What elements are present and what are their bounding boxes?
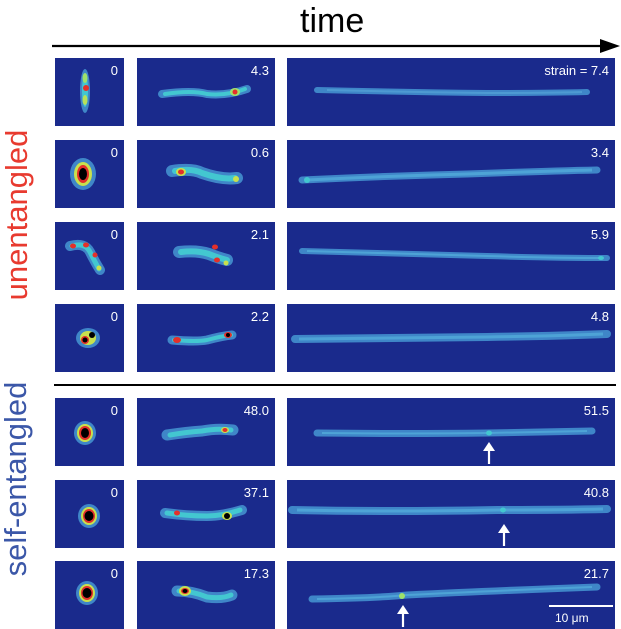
panel-r3-c2: 2.1	[137, 222, 275, 290]
panel-r5-c2: 48.0	[137, 398, 275, 466]
panel-r1-c1: 0	[55, 58, 124, 126]
time-value: 40.8	[583, 485, 609, 500]
time-value: 4.3	[250, 63, 269, 78]
panel-r4-c3: 4.8	[287, 304, 615, 372]
panel-r3-c3: 5.9	[287, 222, 615, 290]
entanglement-arrow-icon	[397, 605, 409, 627]
time-value: 17.3	[243, 566, 269, 581]
time-value: 2.1	[250, 227, 269, 242]
time-value: 0	[110, 566, 118, 581]
panel-r7-c3: 21.7	[287, 561, 615, 629]
panel-r3-c1: 0	[55, 222, 124, 290]
time-value: 0	[110, 403, 118, 418]
time-value: 5.9	[590, 227, 609, 242]
entanglement-arrow-icon	[483, 442, 495, 464]
time-arrow	[52, 39, 620, 53]
scale-bar-label: 10 μm	[555, 611, 589, 625]
panel-r2-c1: 0	[55, 140, 124, 208]
group-divider	[54, 384, 616, 386]
time-value: 3.4	[590, 145, 609, 160]
time-value: 0	[110, 145, 118, 160]
panel-r1-c3: strain = 7.4	[287, 58, 615, 126]
time-value: 0	[110, 485, 118, 500]
panel-r5-c3: 51.5	[287, 398, 615, 466]
time-value: strain = 7.4	[544, 63, 609, 78]
panel-r2-c3: 3.4	[287, 140, 615, 208]
time-value: 0.6	[250, 145, 269, 160]
time-value: 51.5	[583, 403, 609, 418]
group-label-self-entangled: self-entangled	[0, 381, 33, 577]
time-value: 4.8	[590, 309, 609, 324]
time-value: 37.1	[243, 485, 269, 500]
panel-r6-c3: 40.8	[287, 480, 615, 548]
panel-r6-c2: 37.1	[137, 480, 275, 548]
panel-r4-c2: 2.2	[137, 304, 275, 372]
time-value: 21.7	[583, 566, 609, 581]
panel-r7-c2: 17.3	[137, 561, 275, 629]
entanglement-arrow-icon	[498, 524, 510, 546]
panel-r6-c1: 0	[55, 480, 124, 548]
time-label: time	[300, 2, 365, 40]
time-value: 0	[110, 309, 118, 324]
group-label-unentangled: unentangled	[0, 129, 34, 301]
time-value: 48.0	[243, 403, 269, 418]
time-value: 0	[110, 63, 118, 78]
panel-r4-c1: 0	[55, 304, 124, 372]
time-value: 0	[110, 227, 118, 242]
panel-r7-c1: 0	[55, 561, 124, 629]
panel-r1-c2: 4.3	[137, 58, 275, 126]
scale-bar	[549, 605, 613, 607]
panel-r5-c1: 0	[55, 398, 124, 466]
panel-r2-c2: 0.6	[137, 140, 275, 208]
time-value: 2.2	[250, 309, 269, 324]
